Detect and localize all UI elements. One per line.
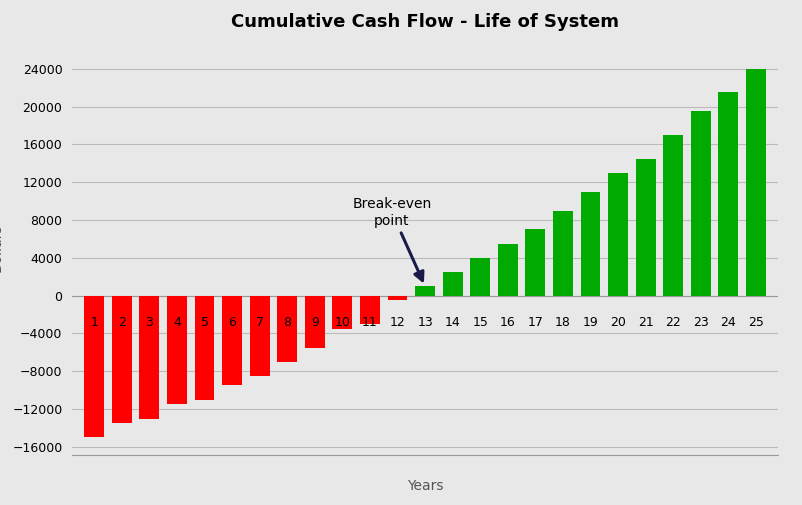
Text: 4: 4 — [173, 316, 181, 329]
Bar — [691, 111, 711, 295]
Text: 18: 18 — [555, 316, 571, 329]
Bar — [195, 295, 214, 399]
Text: 5: 5 — [200, 316, 209, 329]
Text: 19: 19 — [582, 316, 598, 329]
Text: 3: 3 — [145, 316, 153, 329]
Bar — [443, 272, 463, 295]
Bar — [249, 295, 269, 376]
Bar — [387, 295, 407, 300]
Bar — [581, 192, 601, 295]
Bar — [525, 229, 545, 295]
Bar — [746, 69, 766, 295]
Bar — [222, 295, 242, 385]
Text: Break-even
point: Break-even point — [352, 197, 431, 281]
Text: 23: 23 — [693, 316, 709, 329]
Bar — [277, 295, 297, 362]
Bar — [719, 92, 738, 295]
Text: 25: 25 — [748, 316, 764, 329]
Bar — [360, 295, 380, 324]
Text: 1: 1 — [91, 316, 98, 329]
Text: 12: 12 — [390, 316, 405, 329]
Text: 11: 11 — [362, 316, 378, 329]
Text: 7: 7 — [256, 316, 264, 329]
Text: 15: 15 — [472, 316, 488, 329]
Text: 17: 17 — [528, 316, 543, 329]
Text: 16: 16 — [500, 316, 516, 329]
Bar — [470, 258, 490, 295]
Text: 20: 20 — [610, 316, 626, 329]
Bar — [498, 244, 518, 295]
Text: 6: 6 — [228, 316, 236, 329]
Title: Cumulative Cash Flow - Life of System: Cumulative Cash Flow - Life of System — [231, 13, 619, 30]
Text: 24: 24 — [720, 316, 736, 329]
Text: 22: 22 — [666, 316, 681, 329]
X-axis label: Years: Years — [407, 480, 444, 493]
Bar — [608, 173, 628, 295]
Bar — [333, 295, 352, 329]
Bar — [415, 286, 435, 295]
Text: 8: 8 — [283, 316, 291, 329]
Text: 10: 10 — [334, 316, 350, 329]
Text: 14: 14 — [445, 316, 460, 329]
Text: 13: 13 — [417, 316, 433, 329]
Bar — [84, 295, 104, 437]
Bar — [636, 159, 655, 295]
Text: 2: 2 — [118, 316, 126, 329]
Bar — [305, 295, 325, 347]
Text: 9: 9 — [311, 316, 318, 329]
Bar — [663, 135, 683, 295]
Text: 21: 21 — [638, 316, 654, 329]
Bar — [167, 295, 187, 405]
Bar — [140, 295, 160, 419]
Bar — [553, 211, 573, 295]
Y-axis label: Dollars: Dollars — [0, 223, 4, 272]
Bar — [111, 295, 132, 423]
